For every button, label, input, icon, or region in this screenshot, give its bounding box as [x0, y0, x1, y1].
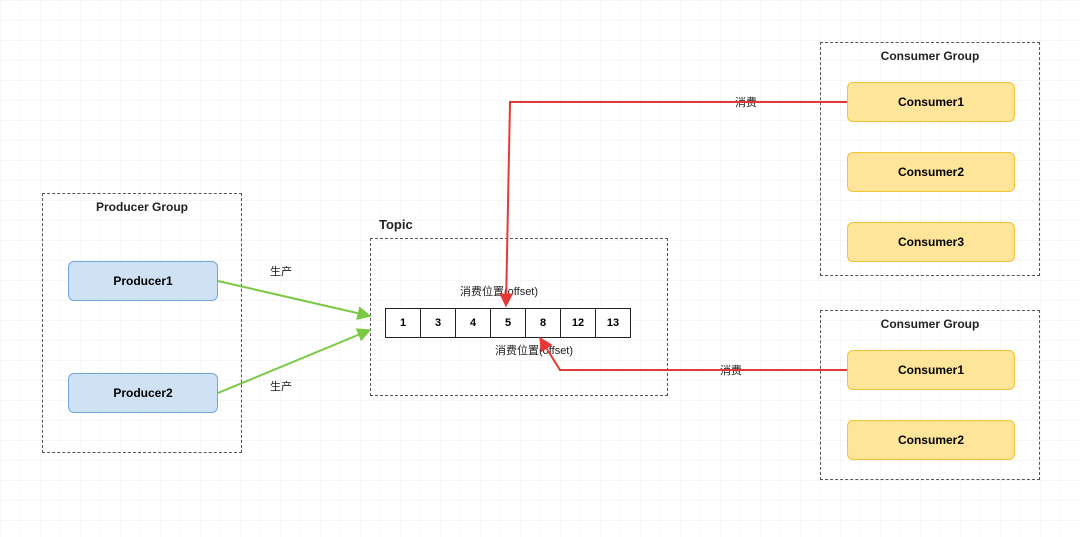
produce-label-1: 生产 [270, 263, 292, 279]
produce-label-2: 生产 [270, 378, 292, 394]
consumer-3a-node: Consumer3 [847, 222, 1015, 262]
queue-cell-1: 3 [420, 308, 456, 338]
diagram-canvas: Producer Group Producer1 Producer2 Topic… [0, 0, 1080, 537]
producer-group-title: Producer Group [43, 200, 241, 214]
consume-label-1: 消费 [735, 94, 757, 110]
queue-cell-5: 12 [560, 308, 596, 338]
consumer-2b-node: Consumer2 [847, 420, 1015, 460]
offset-label-bottom: 消费位置(offset) [495, 342, 573, 358]
queue-cell-3: 5 [490, 308, 526, 338]
offset-label-top: 消费位置(offset) [460, 283, 538, 299]
consumer-2a-node: Consumer2 [847, 152, 1015, 192]
queue-cell-4: 8 [525, 308, 561, 338]
topic-title: Topic [379, 217, 413, 232]
consumer-group-1-title: Consumer Group [821, 49, 1039, 63]
consumer-1b-node: Consumer1 [847, 350, 1015, 390]
consume-label-2: 消费 [720, 362, 742, 378]
queue-cell-6: 13 [595, 308, 631, 338]
producer-2-node: Producer2 [68, 373, 218, 413]
queue-cell-0: 1 [385, 308, 421, 338]
consumer-group-2-title: Consumer Group [821, 317, 1039, 331]
consumer-1a-node: Consumer1 [847, 82, 1015, 122]
topic-queue: 134581213 [386, 308, 631, 338]
queue-cell-2: 4 [455, 308, 491, 338]
producer-group-box: Producer Group [42, 193, 242, 453]
producer-1-node: Producer1 [68, 261, 218, 301]
